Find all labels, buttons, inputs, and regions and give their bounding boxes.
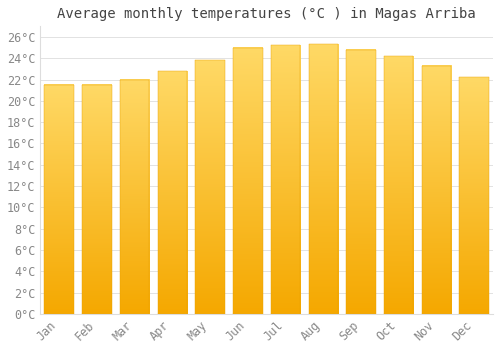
Title: Average monthly temperatures (°C ) in Magas Arriba: Average monthly temperatures (°C ) in Ma… [58,7,476,21]
